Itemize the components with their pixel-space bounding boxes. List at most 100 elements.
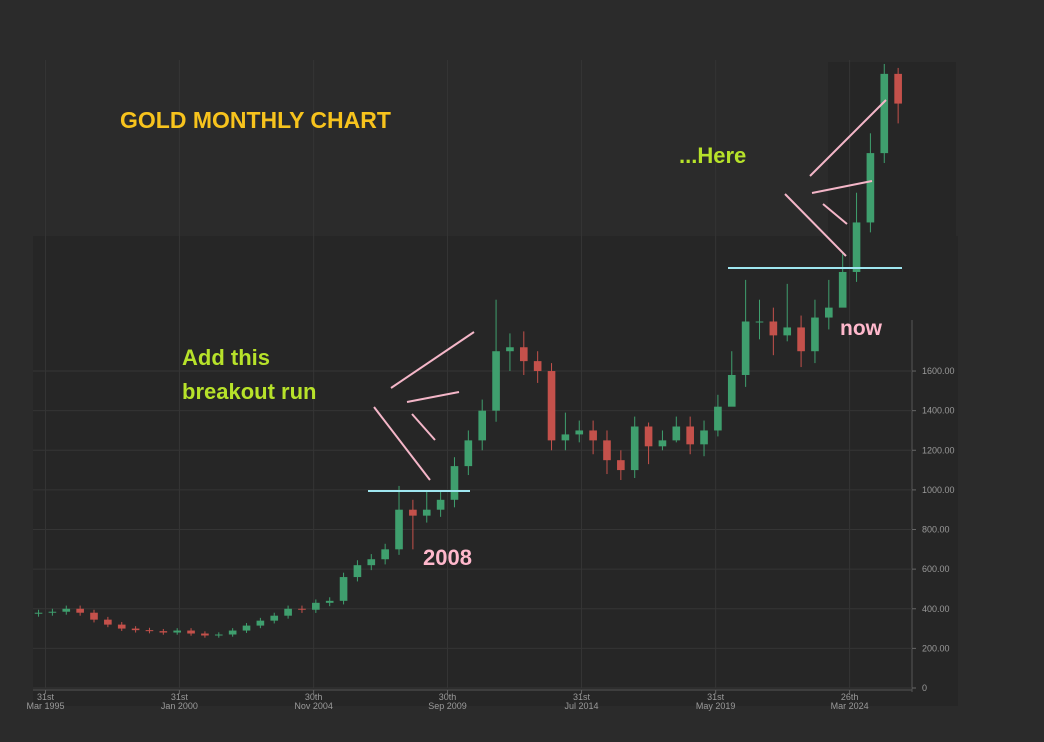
x-tick-label: Mar 2024 — [831, 701, 869, 711]
candle-body — [686, 426, 694, 445]
candle-body — [62, 608, 71, 612]
x-tick-label: 30th — [305, 692, 323, 702]
candle-body — [117, 624, 126, 629]
candle-body — [714, 406, 722, 431]
y-tick-label: 1600.00 — [922, 366, 955, 376]
x-tick-label: Nov 2004 — [294, 701, 333, 711]
stroke — [390, 331, 475, 389]
candle-body — [492, 351, 500, 411]
stroke — [784, 193, 847, 257]
candle-body — [506, 347, 514, 352]
grid: 0 200.00 400.00 600.00 800.00 1000.00 1200.00 1… — [26, 60, 955, 711]
candle-body — [783, 327, 792, 336]
candle-body — [201, 633, 209, 636]
candle-body — [228, 630, 237, 635]
candle-body — [825, 307, 833, 318]
candle-body — [519, 347, 528, 362]
x-tick-label: 31st — [37, 692, 55, 702]
candle-body — [658, 440, 667, 447]
candle-body — [644, 426, 653, 447]
candle-body — [104, 619, 112, 625]
candle-body — [312, 602, 320, 610]
x-tick-label: Mar 1995 — [26, 701, 64, 711]
x-tick-label: 31st — [707, 692, 725, 702]
candle-body — [672, 426, 681, 441]
candle-body — [894, 73, 902, 104]
candle-body — [603, 440, 611, 461]
candle-body — [589, 430, 597, 441]
candle-body — [270, 615, 279, 621]
candle-body — [450, 466, 459, 500]
candle-body — [630, 426, 639, 471]
y-tick-label: 800.00 — [922, 525, 950, 535]
y-tick-label: 400.00 — [922, 604, 950, 614]
candle-body — [727, 374, 736, 407]
annotation: breakout run — [182, 379, 316, 404]
candle-body — [34, 612, 43, 614]
y-tick-label: 1400.00 — [922, 406, 955, 416]
chart-title: GOLD MONTHLY CHART — [120, 107, 391, 133]
annotation: now — [840, 317, 883, 340]
candle-body — [159, 631, 168, 633]
y-tick-label: 600.00 — [922, 564, 950, 574]
candle-body — [478, 410, 487, 441]
candle-body — [48, 611, 57, 613]
candle-body — [256, 620, 265, 626]
candle-body — [173, 630, 182, 633]
stroke — [406, 391, 460, 403]
candle-body — [700, 430, 708, 445]
candle-body — [242, 625, 251, 631]
candle-body — [145, 630, 154, 632]
candle-body — [561, 434, 570, 441]
candle-body — [76, 608, 84, 613]
candle-body — [866, 153, 875, 223]
candle-body — [339, 577, 348, 601]
x-tick-label: Jan 2000 — [161, 701, 198, 711]
candle-body — [353, 565, 362, 578]
stroke — [411, 413, 436, 441]
candle-body — [741, 321, 750, 375]
y-tick-label: 1200.00 — [922, 445, 955, 455]
annotation: ...Here — [679, 143, 746, 168]
candles — [34, 63, 902, 638]
candle-body — [367, 559, 376, 566]
candle-body — [298, 608, 306, 610]
candle-body — [797, 327, 805, 352]
x-tick-label: 31st — [573, 692, 591, 702]
candle-body — [838, 271, 847, 308]
candle-body — [575, 430, 584, 435]
candle-body — [422, 509, 431, 516]
x-tick-label: 26th — [841, 692, 859, 702]
x-tick-label: 31st — [171, 692, 189, 702]
candle-body — [617, 460, 625, 471]
stroke — [822, 203, 848, 225]
y-tick-label: 200.00 — [922, 643, 950, 653]
stroke — [809, 99, 887, 177]
annotation: Add this — [182, 345, 270, 370]
candle-body — [533, 361, 542, 372]
candle-body — [187, 630, 195, 634]
candle-body — [409, 509, 417, 516]
stroke — [811, 180, 873, 194]
plot-area-upper — [828, 62, 956, 238]
x-tick-label: Jul 2014 — [564, 701, 598, 711]
candle-body — [131, 628, 140, 631]
candle-body — [811, 317, 819, 352]
candle-body — [90, 612, 98, 620]
candle-body — [755, 321, 764, 323]
candle-body — [284, 608, 292, 616]
candle-body — [436, 499, 445, 510]
candle-body — [880, 73, 889, 154]
plot-area — [33, 236, 958, 706]
x-tick-label: Sep 2009 — [428, 701, 467, 711]
y-tick-label: 0 — [922, 683, 927, 693]
y-tick-label: 1000.00 — [922, 485, 955, 495]
x-tick-label: May 2019 — [696, 701, 736, 711]
candle-body — [395, 509, 403, 550]
candle-body — [214, 634, 223, 636]
candle-body — [325, 600, 334, 603]
candle-body — [547, 371, 556, 441]
arrow-strokes — [373, 99, 887, 481]
